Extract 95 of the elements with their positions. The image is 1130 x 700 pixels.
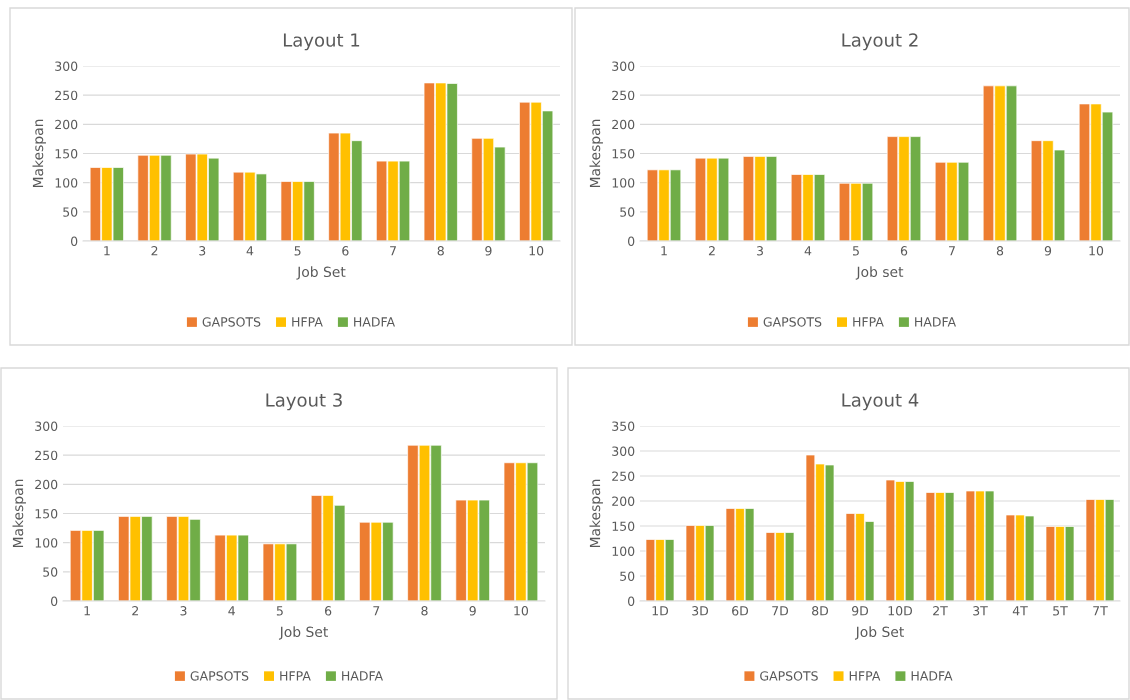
y-tick-label: 300: [35, 421, 58, 431]
x-tick-label: 6D: [732, 606, 749, 616]
y-tick-label: 100: [35, 538, 58, 548]
x-tick-label: 6: [342, 246, 349, 256]
legend-label: GAPSOTS: [190, 671, 249, 681]
y-tick-label: 100: [55, 178, 78, 188]
x-axis-title: Job Set: [278, 626, 328, 640]
x-tick-label: 9: [485, 246, 492, 256]
y-tick-label: 250: [612, 471, 635, 481]
y-axis-title: Makespan: [32, 119, 46, 188]
y-tick-label: 50: [43, 567, 58, 577]
legend-label: GAPSOTS: [202, 317, 261, 327]
x-tick-label: 5: [276, 606, 283, 616]
legend-label: HADFA: [342, 671, 383, 681]
y-tick-label: 250: [55, 90, 78, 101]
y-tick-label: 150: [612, 521, 635, 531]
x-tick-label: 4: [228, 606, 235, 616]
legend-label: HFPA: [849, 671, 881, 681]
y-axis-title: Makespan: [589, 479, 603, 548]
x-tick-label: 7T: [1093, 606, 1108, 616]
chart-title: Layout 2: [842, 33, 918, 51]
y-axis-title: Makespan: [589, 119, 603, 188]
x-tick-label: 9: [1044, 246, 1052, 256]
x-tick-label: 9D: [852, 606, 869, 616]
x-tick-label: 5T: [1053, 606, 1068, 616]
x-tick-label: 1: [84, 606, 90, 616]
x-tick-label: 4T: [1012, 606, 1028, 616]
y-tick-label: 0: [628, 596, 635, 606]
y-tick-label: 50: [620, 207, 635, 217]
y-tick-label: 250: [35, 450, 58, 461]
y-tick-label: 150: [55, 148, 78, 159]
y-tick-label: 300: [612, 446, 635, 456]
x-tick-label: 1: [661, 246, 667, 256]
chart-title: Layout 4: [842, 393, 919, 411]
x-axis-title: Job Set: [296, 266, 346, 280]
x-tick-label: 7: [390, 246, 396, 256]
y-tick-label: 0: [51, 596, 58, 606]
x-tick-label: 4: [246, 246, 254, 256]
legend-label: HFPA: [280, 671, 311, 681]
x-tick-label: 3T: [973, 606, 988, 616]
legend-label: HFPA: [292, 317, 323, 327]
x-tick-label: 5: [852, 246, 859, 256]
y-axis-title: Makespan: [12, 479, 26, 548]
y-tick-label: 350: [612, 421, 635, 431]
y-tick-label: 0: [71, 236, 78, 246]
y-tick-label: 200: [35, 479, 58, 490]
x-tick-label: 6: [325, 606, 332, 616]
x-tick-label: 2: [132, 606, 139, 616]
x-tick-label: 6: [900, 246, 908, 256]
x-tick-label: 7: [373, 606, 380, 616]
y-tick-label: 200: [612, 496, 635, 506]
x-tick-label: 4: [804, 246, 812, 256]
y-tick-label: 200: [55, 119, 78, 130]
x-tick-label: 8D: [812, 606, 829, 616]
x-tick-label: 2: [151, 246, 158, 256]
x-tick-label: 3: [756, 246, 763, 256]
y-tick-label: 100: [612, 546, 635, 556]
x-tick-label: 3D: [692, 606, 709, 616]
x-tick-label: 8: [996, 246, 1004, 256]
x-tick-label: 2: [708, 246, 715, 256]
legend-label: GAPSOTS: [760, 671, 818, 681]
y-tick-label: 150: [35, 508, 58, 519]
x-axis-title: Job set: [855, 266, 904, 280]
chart-title: Layout 3: [266, 393, 342, 411]
y-tick-label: 50: [620, 571, 635, 581]
x-tick-label: 7: [949, 246, 955, 256]
x-tick-label: 7D: [772, 606, 789, 616]
legend-label: HADFA: [915, 317, 956, 327]
y-tick-label: 150: [612, 148, 635, 159]
y-tick-label: 250: [612, 90, 635, 101]
x-axis-title: Job Set: [854, 626, 904, 640]
legend-label: HFPA: [853, 317, 884, 327]
x-tick-label: 8: [421, 606, 428, 616]
x-tick-label: 2T: [933, 606, 948, 616]
legend-label: HADFA: [354, 317, 395, 327]
legend-label: HADFA: [911, 671, 953, 681]
y-tick-label: 50: [63, 207, 78, 217]
y-tick-label: 100: [612, 178, 635, 188]
y-tick-label: 300: [612, 61, 635, 71]
x-tick-label: 9: [469, 606, 476, 616]
x-tick-label: 3: [199, 246, 206, 256]
x-tick-label: 3: [180, 606, 187, 616]
y-tick-label: 300: [55, 61, 78, 71]
legend-label: GAPSOTS: [763, 317, 822, 327]
chart-title: Layout 1: [283, 33, 360, 51]
x-tick-label: 10: [514, 606, 529, 616]
x-tick-label: 1: [104, 246, 110, 256]
x-tick-label: 10: [529, 246, 544, 256]
x-tick-label: 8: [437, 246, 444, 256]
y-tick-label: 200: [612, 119, 635, 130]
y-tick-label: 0: [628, 236, 635, 246]
x-tick-label: 5: [294, 246, 301, 256]
x-tick-label: 10: [1089, 246, 1104, 256]
x-tick-label: 10D: [888, 606, 913, 616]
x-tick-label: 1D: [652, 606, 669, 616]
